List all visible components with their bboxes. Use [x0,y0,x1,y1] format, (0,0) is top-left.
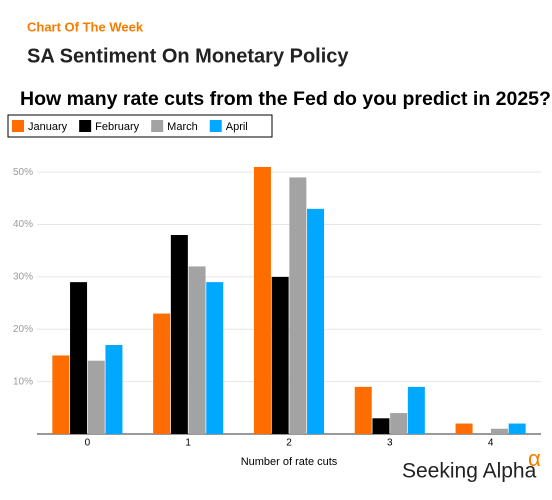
y-tick-label: 20% [13,324,33,335]
bar [455,423,473,434]
legend-swatch [151,120,164,132]
legend-box [7,114,273,138]
x-axis-label: Number of rate cuts [241,456,338,468]
y-tick-label: 30% [13,272,33,283]
legend-swatch [209,120,222,132]
x-tick-label: 2 [286,438,292,449]
bar [407,386,425,434]
x-tick-label: 0 [85,438,91,449]
chart-subtitle: How many rate cuts from the Fed do you p… [20,88,551,110]
y-tick-label: 50% [13,167,33,178]
bar [153,313,171,434]
bar [253,166,271,435]
chart-title: SA Sentiment On Monetary Policy [27,45,349,67]
bar [70,282,88,434]
legend-label: January [28,121,68,133]
legend-label: March [167,121,198,133]
logo-text: Seeking Alpha [402,460,537,483]
bar [170,235,188,434]
bar [206,282,224,434]
x-tick-label: 4 [488,438,494,449]
logo-symbol: α [528,446,541,471]
bar [52,355,70,434]
bar [188,266,206,434]
bar [307,208,325,434]
y-tick-label: 10% [13,376,33,387]
bar [87,360,105,434]
x-tick-label: 3 [387,438,393,449]
bar [508,423,526,434]
bar [105,344,123,434]
legend-swatch [79,120,92,132]
bar [354,386,372,434]
bar [271,276,289,434]
bar [372,418,390,434]
legend-label: February [95,121,140,133]
bar [490,428,508,434]
x-tick-label: 1 [185,438,191,449]
legend-swatch [12,120,24,132]
kicker: Chart Of The Week [27,19,144,34]
bar [289,177,307,434]
bar [390,413,408,434]
legend-label: April [226,121,248,133]
y-tick-label: 40% [13,219,33,230]
